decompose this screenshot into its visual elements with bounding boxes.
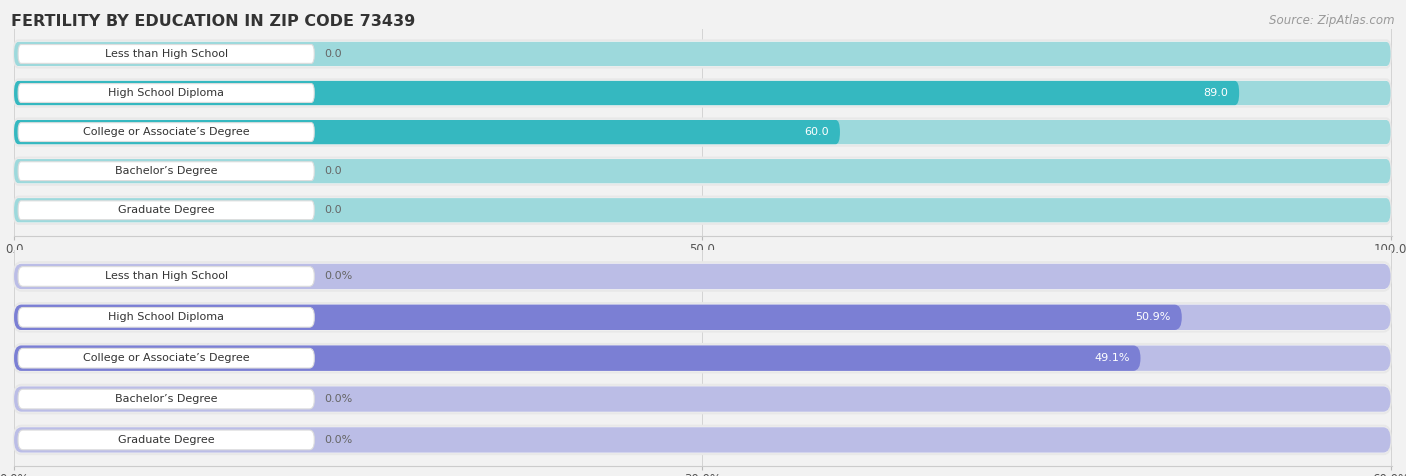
Text: 49.1%: 49.1% [1094, 353, 1129, 363]
FancyBboxPatch shape [14, 427, 1391, 453]
FancyBboxPatch shape [18, 84, 314, 102]
FancyBboxPatch shape [14, 81, 1391, 105]
Text: 0.0%: 0.0% [323, 435, 352, 445]
FancyBboxPatch shape [14, 303, 1391, 332]
Text: College or Associate’s Degree: College or Associate’s Degree [83, 127, 249, 137]
Text: Source: ZipAtlas.com: Source: ZipAtlas.com [1270, 14, 1395, 27]
FancyBboxPatch shape [14, 197, 1391, 224]
Text: 0.0%: 0.0% [323, 394, 352, 404]
Text: 60.0: 60.0 [804, 127, 830, 137]
Text: Bachelor’s Degree: Bachelor’s Degree [115, 166, 218, 176]
FancyBboxPatch shape [14, 305, 1182, 330]
Text: High School Diploma: High School Diploma [108, 88, 224, 98]
FancyBboxPatch shape [14, 158, 1391, 185]
FancyBboxPatch shape [14, 262, 1391, 291]
FancyBboxPatch shape [18, 267, 315, 286]
FancyBboxPatch shape [14, 264, 1391, 289]
FancyBboxPatch shape [14, 346, 1140, 371]
FancyBboxPatch shape [18, 162, 314, 180]
Text: 0.0: 0.0 [323, 49, 342, 59]
Text: Less than High School: Less than High School [104, 49, 228, 59]
FancyBboxPatch shape [14, 119, 1391, 146]
Text: 0.0: 0.0 [323, 205, 342, 215]
FancyBboxPatch shape [14, 79, 1391, 107]
Text: Less than High School: Less than High School [104, 271, 228, 281]
Text: FERTILITY BY EDUCATION IN ZIP CODE 73439: FERTILITY BY EDUCATION IN ZIP CODE 73439 [11, 14, 416, 30]
FancyBboxPatch shape [18, 307, 315, 327]
FancyBboxPatch shape [18, 201, 314, 219]
Text: 50.9%: 50.9% [1136, 312, 1171, 322]
FancyBboxPatch shape [14, 42, 1391, 66]
FancyBboxPatch shape [14, 305, 1391, 330]
Text: High School Diploma: High School Diploma [108, 312, 224, 322]
FancyBboxPatch shape [14, 159, 1391, 183]
FancyBboxPatch shape [14, 40, 1391, 68]
FancyBboxPatch shape [14, 120, 839, 144]
FancyBboxPatch shape [14, 385, 1391, 413]
FancyBboxPatch shape [14, 120, 1391, 144]
Text: 0.0: 0.0 [323, 166, 342, 176]
FancyBboxPatch shape [18, 123, 314, 141]
Text: Bachelor’s Degree: Bachelor’s Degree [115, 394, 218, 404]
Text: Graduate Degree: Graduate Degree [118, 205, 215, 215]
Text: Graduate Degree: Graduate Degree [118, 435, 215, 445]
Text: College or Associate’s Degree: College or Associate’s Degree [83, 353, 249, 363]
FancyBboxPatch shape [14, 426, 1391, 454]
Text: 89.0: 89.0 [1204, 88, 1227, 98]
FancyBboxPatch shape [14, 344, 1391, 372]
FancyBboxPatch shape [18, 430, 315, 450]
FancyBboxPatch shape [18, 348, 315, 368]
FancyBboxPatch shape [14, 346, 1391, 371]
FancyBboxPatch shape [18, 45, 314, 63]
Text: 0.0%: 0.0% [323, 271, 352, 281]
FancyBboxPatch shape [14, 387, 1391, 412]
FancyBboxPatch shape [14, 81, 1239, 105]
FancyBboxPatch shape [14, 198, 1391, 222]
FancyBboxPatch shape [18, 389, 315, 409]
